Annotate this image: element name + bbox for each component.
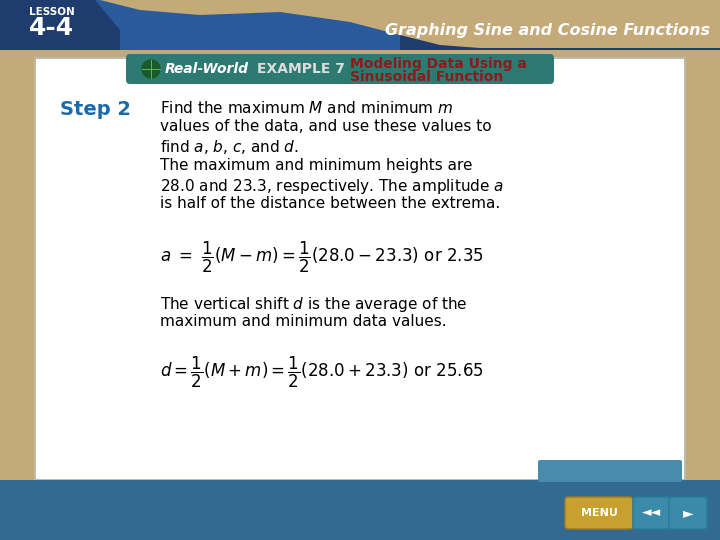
Text: Modeling Data Using a: Modeling Data Using a bbox=[350, 57, 527, 71]
Polygon shape bbox=[100, 0, 720, 48]
Text: is half of the distance between the extrema.: is half of the distance between the extr… bbox=[160, 196, 500, 211]
Text: EXAMPLE 7: EXAMPLE 7 bbox=[257, 62, 345, 76]
Text: $a\ =\ \dfrac{1}{2}(M-m)=\dfrac{1}{2}(28.0-23.3)\ \mathrm{or}\ 2.35$: $a\ =\ \dfrac{1}{2}(M-m)=\dfrac{1}{2}(28… bbox=[160, 240, 484, 275]
FancyBboxPatch shape bbox=[0, 480, 720, 540]
Text: Step 2: Step 2 bbox=[60, 100, 131, 119]
FancyBboxPatch shape bbox=[0, 0, 720, 50]
Text: The maximum and minimum heights are: The maximum and minimum heights are bbox=[160, 158, 472, 173]
Polygon shape bbox=[130, 58, 550, 80]
Text: Graphing Sine and Cosine Functions: Graphing Sine and Cosine Functions bbox=[385, 23, 710, 37]
Text: 28.0 and 23.3, respectively. The amplitude $\mathit{a}$: 28.0 and 23.3, respectively. The amplitu… bbox=[160, 177, 504, 196]
FancyBboxPatch shape bbox=[0, 0, 400, 50]
Circle shape bbox=[142, 60, 160, 78]
Text: Real-World: Real-World bbox=[165, 62, 249, 76]
Text: ►: ► bbox=[683, 506, 693, 520]
FancyBboxPatch shape bbox=[0, 480, 720, 540]
Text: maximum and minimum data values.: maximum and minimum data values. bbox=[160, 314, 446, 329]
Text: Find the maximum $\mathit{M}$ and minimum $\mathit{m}$: Find the maximum $\mathit{M}$ and minimu… bbox=[160, 100, 454, 116]
FancyBboxPatch shape bbox=[565, 497, 633, 529]
FancyBboxPatch shape bbox=[35, 58, 685, 480]
Text: LESSON: LESSON bbox=[29, 7, 75, 17]
Text: Sinusoidal Function: Sinusoidal Function bbox=[350, 70, 503, 84]
FancyBboxPatch shape bbox=[126, 54, 554, 84]
FancyBboxPatch shape bbox=[633, 497, 671, 529]
FancyBboxPatch shape bbox=[669, 497, 707, 529]
Text: 4-4: 4-4 bbox=[30, 16, 75, 40]
FancyBboxPatch shape bbox=[538, 460, 682, 482]
Polygon shape bbox=[0, 0, 120, 50]
Text: find $\mathit{a}$, $\mathit{b}$, $\mathit{c}$, and $\mathit{d}$.: find $\mathit{a}$, $\mathit{b}$, $\mathi… bbox=[160, 138, 299, 156]
Text: The vertical shift $\mathit{d}$ is the average of the: The vertical shift $\mathit{d}$ is the a… bbox=[160, 295, 467, 314]
Polygon shape bbox=[540, 462, 680, 480]
Text: MENU: MENU bbox=[580, 508, 618, 518]
Text: ◄◄: ◄◄ bbox=[642, 507, 662, 519]
Text: $d=\dfrac{1}{2}(M+m)=\dfrac{1}{2}(28.0+23.3)\ \mathrm{or}\ 25.65$: $d=\dfrac{1}{2}(M+m)=\dfrac{1}{2}(28.0+2… bbox=[160, 355, 484, 390]
Text: values of the data, and use these values to: values of the data, and use these values… bbox=[160, 119, 492, 134]
